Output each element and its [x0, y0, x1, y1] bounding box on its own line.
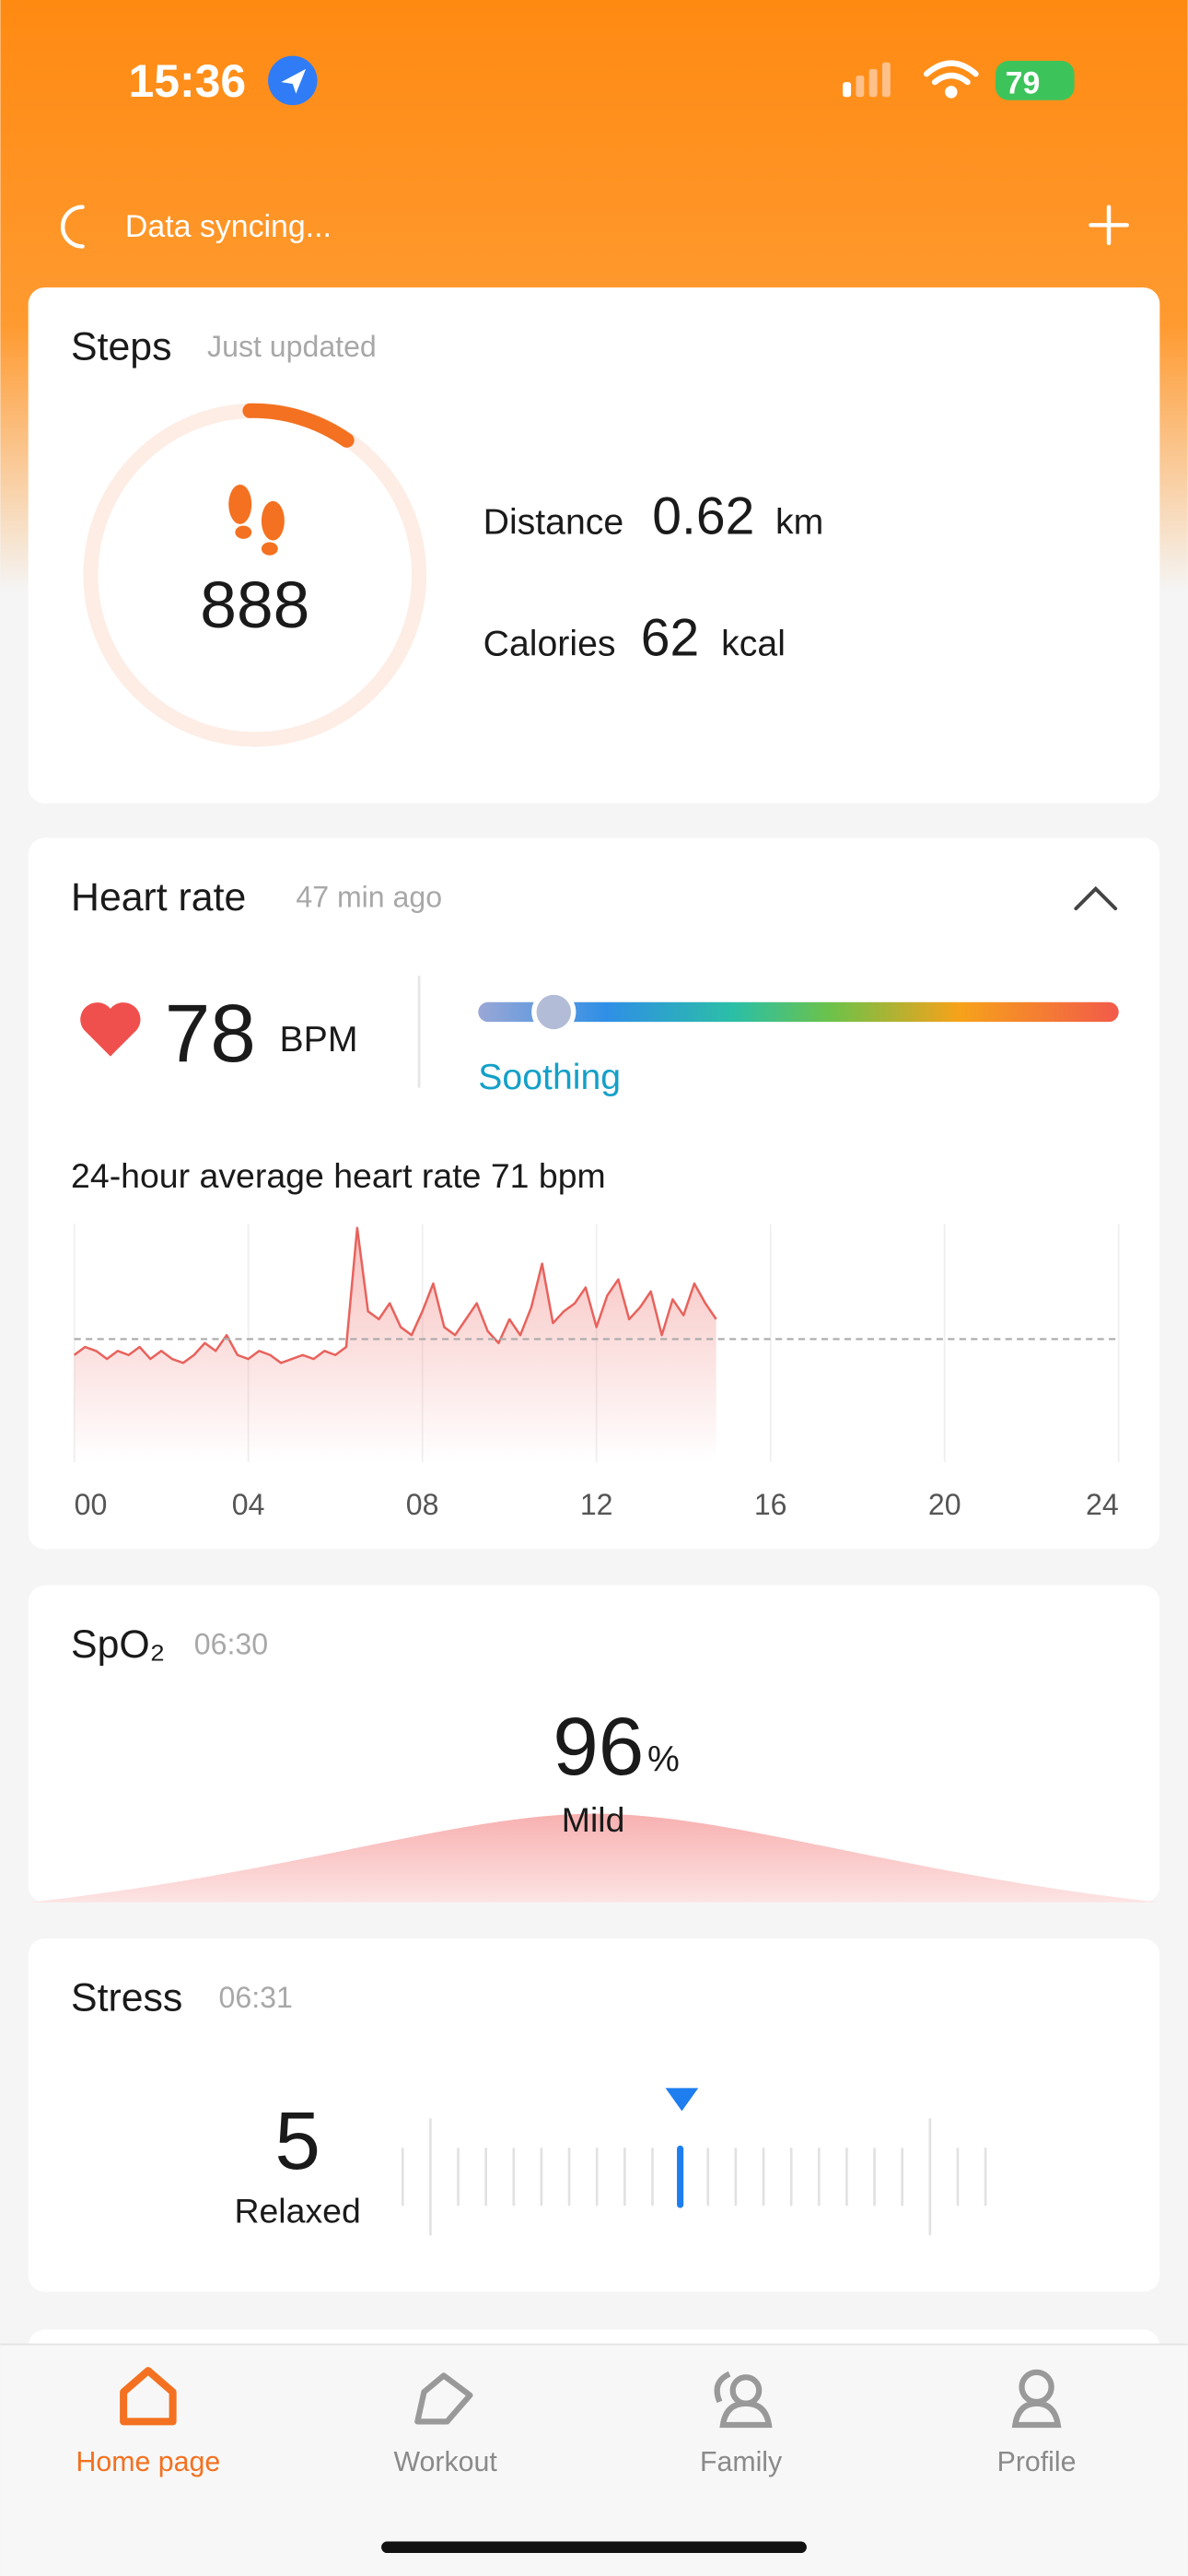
x-tick-label: 12 [580, 1488, 613, 1521]
home-tab[interactable]: Home page [76, 2367, 221, 2477]
family-tab[interactable]: Family [700, 2371, 783, 2477]
heart-rate-chart: 00 04 08 12 16 20 24 [73, 1224, 1120, 1521]
x-tick-label: 04 [232, 1488, 265, 1521]
x-tick-label: 00 [75, 1488, 108, 1521]
distance-unit: km [775, 502, 823, 543]
signal-icon [843, 62, 891, 98]
heart-rate-unit: BPM [280, 1019, 358, 1060]
sync-text: Data syncing... [125, 209, 332, 244]
steps-title: Steps [71, 325, 171, 369]
heart-rate-area [74, 1227, 716, 1463]
spo2-time: 06:30 [194, 1628, 268, 1661]
average-label: 24-hour average heart rate [71, 1156, 481, 1195]
spo2-title: SpO₂ [71, 1622, 165, 1667]
heart-rate-zone: Soothing [478, 1057, 621, 1097]
heart-rate-line [73, 1226, 717, 1364]
tab-label: Workout [393, 2447, 497, 2477]
tab-label: Family [700, 2447, 783, 2477]
spo2-curve [28, 1813, 1160, 1903]
collapse-button[interactable] [1074, 885, 1118, 911]
add-button[interactable] [1076, 193, 1141, 258]
tab-label: Profile [997, 2447, 1077, 2477]
stress-card[interactable] [28, 1938, 1160, 2292]
spo2-value: 96 [553, 1700, 644, 1792]
stress-value: 5 [274, 2094, 320, 2186]
steps-progress [242, 403, 355, 448]
stress-status: Relaxed [234, 2192, 360, 2231]
profile-tab[interactable]: Profile [997, 2369, 1077, 2477]
spo2-card[interactable] [28, 1585, 1160, 1903]
steps-icon [228, 485, 285, 556]
stress-time: 06:31 [219, 1981, 293, 2014]
sync-icon [60, 205, 85, 249]
steps-count: 888 [200, 568, 309, 642]
home-indicator [381, 2541, 807, 2554]
spo2-status: Mild [562, 1800, 625, 1839]
stress-scale [401, 2117, 987, 2236]
calories-unit: kcal [721, 623, 786, 663]
steps-updated: Just updated [207, 330, 377, 363]
heart-rate-updated: 47 min ago [296, 880, 442, 913]
x-tick-label: 16 [754, 1488, 787, 1521]
calories-value: 62 [641, 608, 699, 667]
average-value: 71 [491, 1156, 530, 1195]
average-unit: bpm [539, 1156, 606, 1195]
x-tick-label: 08 [406, 1488, 439, 1521]
zone-knob [531, 989, 577, 1035]
location-arrow [281, 68, 307, 94]
heart-icon [80, 1002, 141, 1057]
workout-tab[interactable]: Workout [393, 2372, 497, 2477]
calories-label: Calories [483, 623, 616, 663]
stress-pointer [665, 2088, 699, 2112]
stress-title: Stress [71, 1976, 182, 2020]
distance-value: 0.62 [652, 487, 754, 546]
average-text: 24-hour average heart rate 71 bpm [71, 1156, 606, 1195]
clock: 15:36 [128, 55, 246, 107]
tab-label: Home page [76, 2447, 221, 2477]
heart-rate-title: Heart rate [71, 875, 246, 919]
battery-icon [995, 60, 1075, 100]
zone-bar [478, 1001, 1119, 1023]
wifi-icon [923, 60, 979, 99]
battery-level: 79 [1006, 66, 1041, 101]
distance-label: Distance [483, 502, 624, 543]
heart-rate-value: 78 [165, 987, 256, 1079]
tab-bar [0, 2344, 1188, 2576]
x-tick-label: 20 [928, 1488, 961, 1521]
spo2-unit: % [647, 1739, 680, 1779]
x-tick-label: 24 [1086, 1488, 1119, 1521]
